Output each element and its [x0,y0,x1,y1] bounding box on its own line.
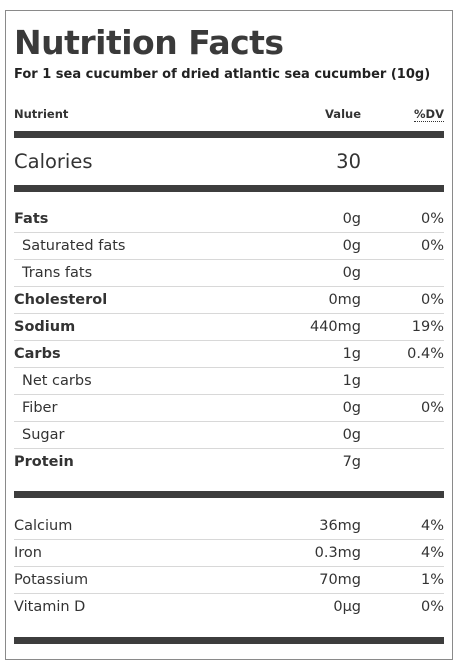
nutrient-value: 0g [342,265,361,281]
nutrient-name: Fats [14,211,49,227]
nutrient-value: 7g [342,454,361,470]
nutrient-row: Calcium 36mg 4% [14,514,444,540]
nutrient-name: Vitamin D [14,599,86,615]
nutrient-name: Cholesterol [14,292,108,308]
calories-row: Calories 30 [14,150,444,180]
nutrient-daily-value: 1% [420,572,444,588]
nutrient-name: Carbs [14,346,61,362]
nutrient-column-header: Nutrient [14,107,69,121]
nutrient-row: Fiber 0g 0% [14,396,444,422]
nutrient-daily-value: 4% [420,545,444,561]
nutrient-name: Potassium [14,572,89,588]
nutrient-value: 36mg [319,518,361,534]
nutrition-facts-panel: Nutrition Facts For 1 sea cucumber of dr… [5,10,453,660]
serving-description: For 1 sea cucumber of dried atlantic sea… [14,67,431,82]
thick-divider-top [14,131,444,138]
nutrient-daily-value: 0% [420,400,444,416]
nutrient-row: Potassium 70mg 1% [14,568,444,594]
nutrient-name: Fiber [22,400,58,416]
nutrient-row: Carbs 1g 0.4% [14,342,444,368]
nutrient-daily-value: 0% [420,211,444,227]
nutrient-value: 0.3mg [314,545,361,561]
nutrient-value: 0g [342,211,361,227]
nutrient-value: 0g [342,238,361,254]
panel-title: Nutrition Facts [14,23,284,62]
nutrient-daily-value: 0% [420,238,444,254]
nutrient-value: 440mg [309,319,361,335]
nutrient-daily-value: 4% [420,518,444,534]
nutrient-daily-value: 0.4% [407,346,444,362]
dv-column-header: %DV [414,107,444,122]
nutrient-value: 0µg [333,599,361,615]
nutrient-value: 0g [342,427,361,443]
nutrient-name: Protein [14,454,74,470]
calories-label: Calories [14,150,93,173]
column-header-row: Nutrient Value %DV [14,107,444,125]
nutrient-row: Protein 7g [14,450,444,476]
thick-divider-calories [14,185,444,192]
nutrient-row: Sodium 440mg 19% [14,315,444,341]
nutrient-value: 1g [342,373,361,389]
nutrient-row: Trans fats 0g [14,261,444,287]
thick-divider-bottom [14,637,444,644]
nutrient-value: 70mg [319,572,361,588]
nutrient-value: 0g [342,400,361,416]
nutrient-row: Fats 0g 0% [14,207,444,233]
nutrient-daily-value: 19% [411,319,444,335]
nutrient-value: 0mg [328,292,361,308]
nutrient-name: Net carbs [22,373,92,389]
nutrient-name: Sodium [14,319,76,335]
nutrient-name: Calcium [14,518,73,534]
nutrient-row: Saturated fats 0g 0% [14,234,444,260]
value-column-header: Value [325,107,361,121]
nutrient-row: Sugar 0g [14,423,444,449]
nutrient-row: Cholesterol 0mg 0% [14,288,444,314]
nutrient-daily-value: 0% [420,292,444,308]
nutrient-daily-value: 0% [420,599,444,615]
nutrient-value: 1g [342,346,361,362]
thick-divider-micros [14,491,444,498]
nutrient-row: Iron 0.3mg 4% [14,541,444,567]
nutrient-name: Sugar [22,427,65,443]
nutrient-name: Iron [14,545,42,561]
calories-value: 30 [336,150,361,173]
nutrient-name: Trans fats [22,265,93,281]
nutrient-row: Vitamin D 0µg 0% [14,595,444,621]
nutrient-name: Saturated fats [22,238,126,254]
nutrient-row: Net carbs 1g [14,369,444,395]
